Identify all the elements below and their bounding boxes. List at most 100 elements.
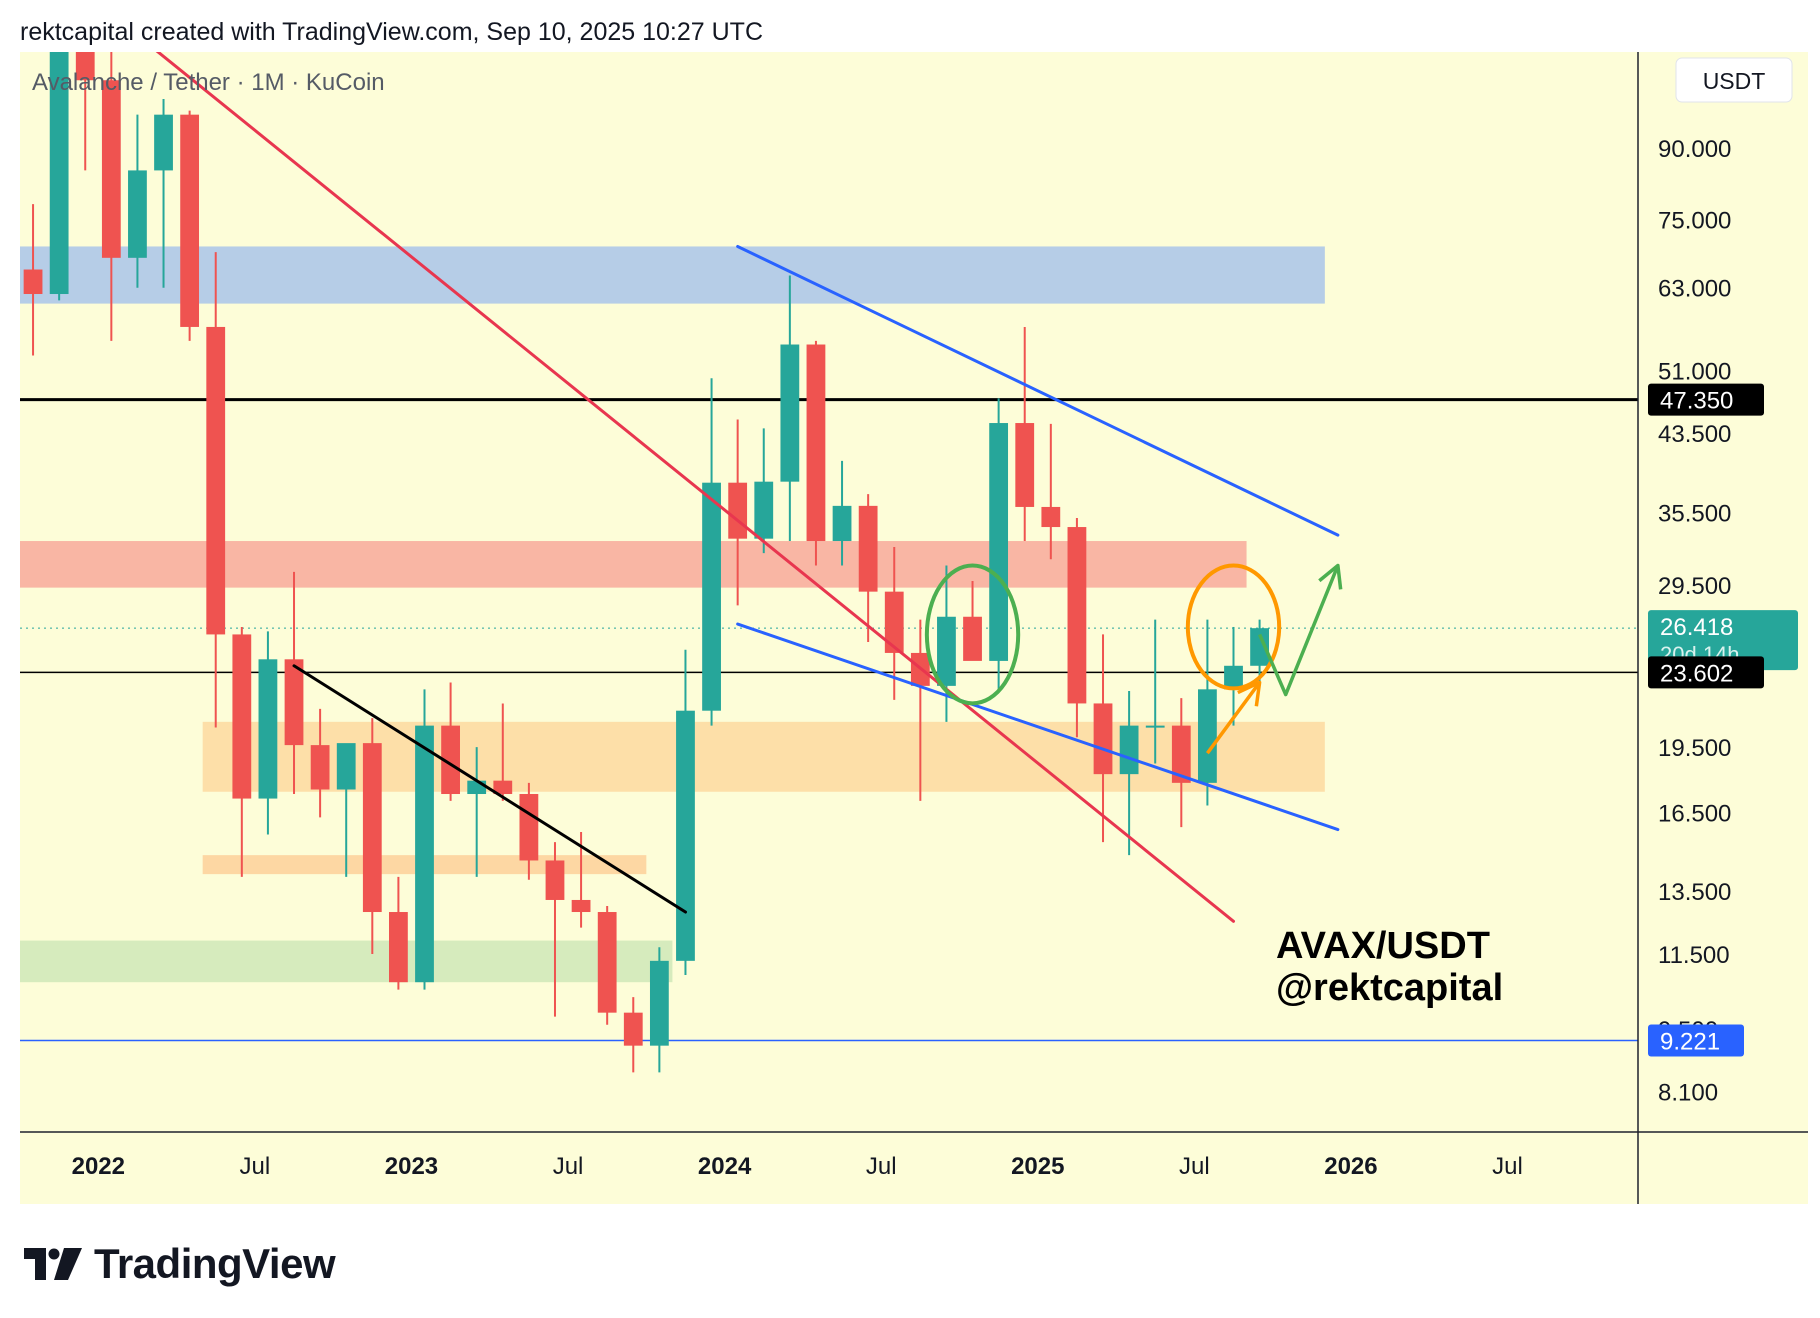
candle-2023-08[interactable] bbox=[597, 905, 617, 1025]
y-tick-label-9: 13.500 bbox=[1658, 879, 1731, 906]
y-tick-label-0: 90.000 bbox=[1658, 136, 1731, 163]
candle-body bbox=[676, 710, 695, 961]
candle-2023-01[interactable] bbox=[415, 689, 434, 990]
candle-2025-01[interactable] bbox=[1041, 423, 1061, 560]
plot-layer[interactable] bbox=[20, 52, 1638, 1073]
candle-body bbox=[415, 725, 434, 983]
zone-band-4 bbox=[20, 940, 673, 983]
candle-2024-11[interactable] bbox=[989, 398, 1009, 693]
price-chart[interactable]: Avalanche / Tether · 1M · KuCoin AVAX/USD… bbox=[20, 52, 1808, 1204]
candle-body bbox=[1171, 725, 1191, 783]
candle-2024-06[interactable] bbox=[858, 494, 878, 643]
tradingview-logo[interactable]: TradingView bbox=[24, 1240, 336, 1288]
price-label-box-1 bbox=[1648, 610, 1798, 671]
candle-body bbox=[128, 170, 147, 258]
candle-2022-03[interactable] bbox=[154, 98, 173, 288]
candle-2023-06[interactable] bbox=[545, 842, 565, 1017]
arrow-path-0[interactable] bbox=[1205, 681, 1262, 755]
y-tick-label-2: 63.000 bbox=[1658, 276, 1731, 303]
candle-2025-08[interactable] bbox=[1224, 626, 1243, 726]
y-tick-label-3: 51.000 bbox=[1658, 359, 1731, 386]
candle-body bbox=[1041, 506, 1061, 528]
candle-2024-04[interactable] bbox=[806, 340, 826, 566]
candle-2024-12[interactable] bbox=[1015, 326, 1035, 542]
tradingview-logo-icon bbox=[24, 1248, 82, 1280]
candle-body bbox=[519, 794, 539, 861]
candle-2023-10[interactable] bbox=[649, 947, 669, 1073]
arrow-path-1[interactable] bbox=[1257, 564, 1340, 697]
candle-2024-03[interactable] bbox=[780, 275, 800, 542]
candle-body bbox=[806, 344, 826, 542]
x-tick-label-4: 2024 bbox=[698, 1153, 752, 1180]
candle-body bbox=[75, 52, 95, 81]
candle-2022-02[interactable] bbox=[128, 114, 147, 288]
candle-2025-03[interactable] bbox=[1093, 634, 1113, 843]
x-tick-label-1: Jul bbox=[240, 1153, 271, 1180]
candle-body bbox=[989, 423, 1009, 661]
chart-area[interactable]: Avalanche / Tether · 1M · KuCoin AVAX/USD… bbox=[20, 52, 1808, 1204]
arrow-head-0 bbox=[1237, 680, 1262, 707]
price-label-box-0 bbox=[1648, 383, 1764, 416]
candle-2023-12[interactable] bbox=[702, 378, 721, 726]
candle-2025-05[interactable] bbox=[1145, 619, 1165, 764]
candle-2022-09[interactable] bbox=[310, 708, 330, 818]
candle-body bbox=[728, 482, 748, 539]
candle-body bbox=[937, 616, 956, 686]
price-label-2: 23.602 bbox=[1660, 660, 1733, 687]
candle-2024-05[interactable] bbox=[832, 460, 852, 566]
x-tick-label-0: 2022 bbox=[72, 1153, 125, 1180]
candle-2022-11[interactable] bbox=[362, 718, 382, 954]
candle-2023-02[interactable] bbox=[441, 682, 460, 801]
candle-2025-02[interactable] bbox=[1067, 517, 1087, 738]
candle-body bbox=[623, 1012, 643, 1046]
candle-2022-01[interactable] bbox=[101, 52, 121, 341]
candle-2022-06[interactable] bbox=[232, 626, 252, 877]
candle-2025-04[interactable] bbox=[1119, 691, 1139, 856]
symbol-label: Avalanche / Tether · 1M · KuCoin bbox=[32, 69, 385, 96]
highlight-circle-0[interactable] bbox=[924, 563, 1021, 706]
x-tick-label-9: Jul bbox=[1492, 1153, 1523, 1180]
trendline-3[interactable] bbox=[292, 664, 687, 914]
candle-body bbox=[336, 743, 356, 790]
candle-2022-04[interactable] bbox=[180, 110, 200, 341]
trendline-2[interactable] bbox=[736, 622, 1340, 832]
candle-body bbox=[467, 780, 487, 795]
candle-2022-12[interactable] bbox=[389, 876, 408, 990]
trendline-0[interactable] bbox=[137, 52, 1235, 923]
candle-2023-09[interactable] bbox=[623, 997, 643, 1073]
candle-2021-11[interactable] bbox=[49, 52, 69, 301]
candle-body bbox=[206, 326, 226, 635]
price-label-3: 9.221 bbox=[1660, 1028, 1720, 1055]
candle-body bbox=[1198, 689, 1217, 783]
candle-body bbox=[1145, 725, 1165, 728]
candle-body bbox=[702, 482, 721, 711]
highlight-circle-1[interactable] bbox=[1185, 563, 1282, 691]
candle-2022-07[interactable] bbox=[258, 631, 278, 835]
candle-2022-08[interactable] bbox=[284, 571, 304, 795]
candle-2022-05[interactable] bbox=[206, 252, 226, 728]
candle-body bbox=[597, 912, 617, 1013]
currency-button[interactable] bbox=[1675, 57, 1793, 103]
candle-body bbox=[493, 780, 513, 795]
candle-body bbox=[310, 745, 330, 790]
y-tick-label-12: 8.100 bbox=[1658, 1079, 1718, 1106]
candle-2022-10[interactable] bbox=[336, 743, 356, 877]
candle-body bbox=[649, 960, 669, 1046]
candle-2021-10[interactable] bbox=[23, 204, 43, 356]
candle-body bbox=[1250, 628, 1269, 666]
candle-2024-07[interactable] bbox=[884, 547, 904, 700]
trendline-1[interactable] bbox=[736, 244, 1340, 537]
currency-label: USDT bbox=[1703, 68, 1766, 94]
annotation-line-1: @rektcapital bbox=[1276, 967, 1503, 1009]
x-tick-label-3: Jul bbox=[553, 1153, 584, 1180]
candle-body bbox=[23, 269, 43, 295]
candle-2021-12[interactable] bbox=[75, 52, 95, 171]
y-tick-label-7: 19.500 bbox=[1658, 735, 1731, 762]
candle-body bbox=[1015, 423, 1035, 507]
candle-2023-11[interactable] bbox=[676, 649, 695, 975]
candle-2024-10[interactable] bbox=[963, 580, 982, 661]
candle-2025-07[interactable] bbox=[1198, 619, 1217, 806]
candle-2025-06[interactable] bbox=[1171, 698, 1191, 828]
candle-2024-02[interactable] bbox=[754, 428, 774, 554]
candle-2023-04[interactable] bbox=[493, 703, 513, 801]
